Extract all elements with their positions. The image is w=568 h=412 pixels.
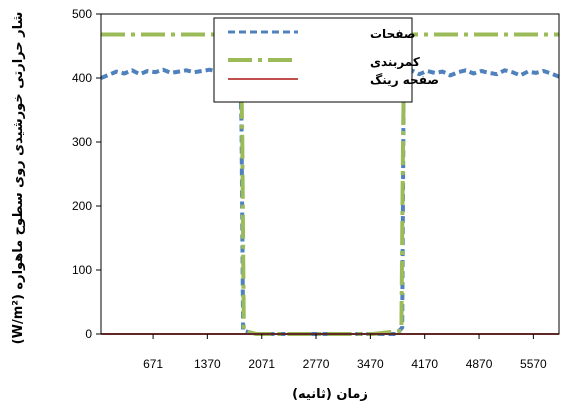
series-line-2 — [101, 32, 559, 336]
legend-label-ring: صفحه رینگ — [370, 73, 439, 87]
y-tick-label: 100 — [72, 263, 92, 277]
x-tick-label: 5570 — [520, 357, 547, 371]
x-tick-label: 1370 — [194, 357, 221, 371]
x-tick-label: 2770 — [303, 357, 330, 371]
plot-area-border — [100, 13, 560, 335]
y-axis: 0 100 200 300 400 500 — [72, 7, 101, 341]
legend-label-belt: کمربندی — [370, 55, 420, 69]
x-axis: 671 1370 2071 2770 3470 4170 4870 5570 — [143, 334, 547, 371]
legend: صفحات کمربندی صفحه رینگ — [213, 17, 439, 103]
x-tick-label: 4870 — [466, 357, 493, 371]
x-tick-label: 671 — [143, 357, 163, 371]
y-tick-label: 500 — [72, 7, 92, 21]
y-tick-label: 200 — [72, 199, 92, 213]
y-axis-title: شار حرارتی خورشیدی روی سطوح ماهواره (W/m… — [11, 12, 26, 345]
legend-label-panels: صفحات — [370, 27, 415, 41]
y-tick-label: 400 — [72, 71, 92, 85]
x-tick-label: 3470 — [357, 357, 384, 371]
y-tick-label: 0 — [85, 327, 92, 341]
x-tick-label: 4170 — [411, 357, 438, 371]
x-tick-label: 2071 — [248, 357, 275, 371]
y-tick-label: 300 — [72, 135, 92, 149]
x-axis-title: زمان (ثانیه) — [292, 387, 368, 402]
